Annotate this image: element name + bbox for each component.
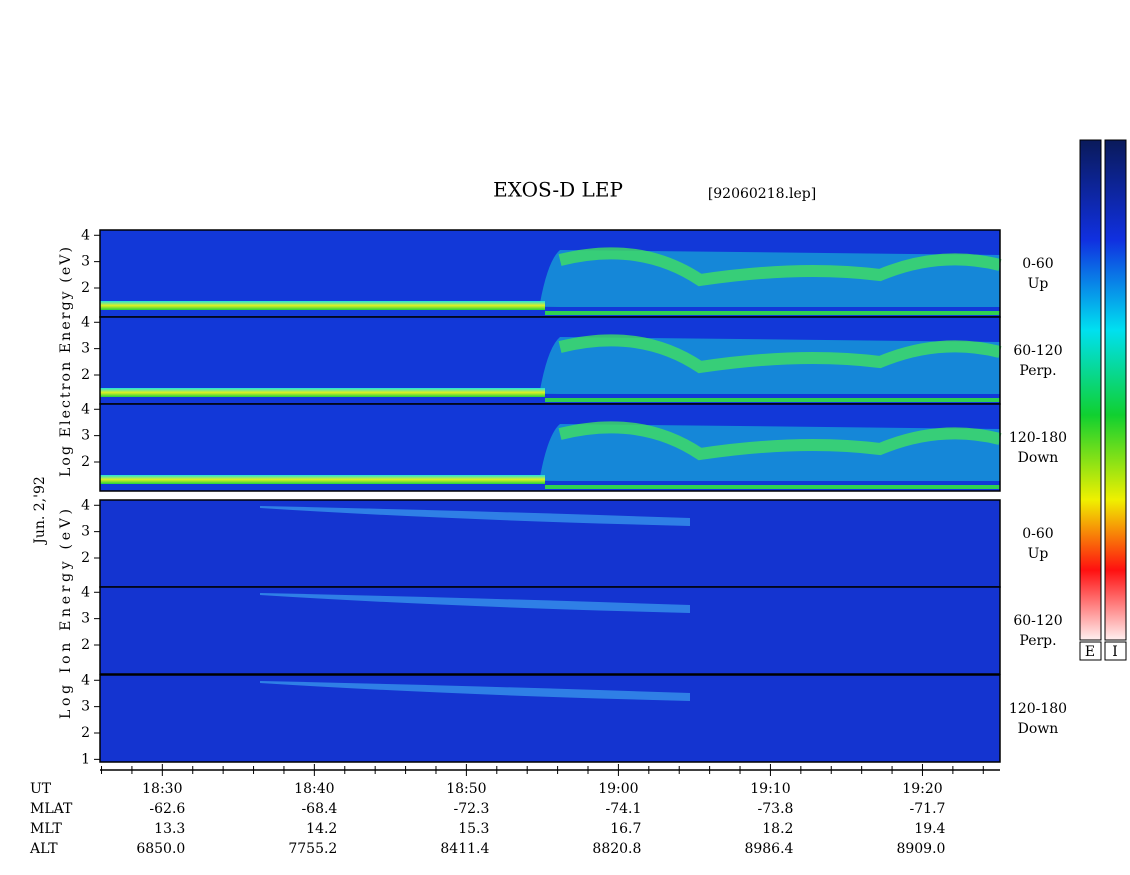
spectrogram-panel — [100, 587, 1000, 674]
spectral-feature — [545, 311, 1000, 315]
spectrogram-panel — [100, 500, 1000, 587]
spectral-feature — [100, 337, 1000, 394]
spectral-feature — [100, 301, 545, 310]
y-tick-label: 2 — [81, 725, 90, 741]
spectral-feature — [260, 506, 690, 526]
spectral-feature — [100, 424, 1000, 481]
table-cell: 8820.8 — [592, 841, 641, 857]
table-cell: -71.7 — [910, 801, 946, 817]
panel-direction-label: Down — [1018, 721, 1059, 737]
table-cell: 7755.2 — [288, 841, 337, 857]
colorbar — [1104, 139, 1127, 641]
spectral-feature — [260, 681, 690, 701]
x-tick-label: 19:00 — [598, 781, 638, 797]
x-tick-label: 19:10 — [750, 781, 790, 797]
y-tick-label: 4 — [81, 227, 90, 243]
panel-angle-label: 120-180 — [1009, 430, 1067, 446]
chart-title: EXOS-D LEP — [493, 178, 623, 202]
panel-frame — [99, 586, 1001, 675]
date-label: Jun. 2,'92 — [32, 476, 48, 546]
panel-frame — [99, 674, 1001, 763]
table-cell: -72.3 — [453, 801, 489, 817]
spectral-feature — [558, 334, 1002, 374]
y-tick-label: 3 — [81, 524, 90, 540]
row-label: MLAT — [30, 801, 73, 817]
y-tick-label: 3 — [81, 428, 90, 444]
panel-frame — [99, 403, 1001, 492]
table-cell: 8411.4 — [440, 841, 489, 857]
table-cell: 8909.0 — [896, 841, 945, 857]
table-cell: -62.6 — [149, 801, 185, 817]
spectral-feature — [260, 593, 690, 613]
y-tick-label: 2 — [81, 637, 90, 653]
table-cell: 13.3 — [154, 821, 185, 837]
panel-direction-label: Perp. — [1019, 633, 1056, 649]
panel-angle-label: 0-60 — [1022, 256, 1053, 272]
spectral-feature — [558, 247, 1002, 287]
table-cell: 6850.0 — [136, 841, 185, 857]
y-tick-label: 3 — [81, 699, 90, 715]
ion-axis-label: Log Ion Energy (eV) — [58, 509, 74, 719]
spectral-feature — [100, 475, 545, 484]
spectral-feature — [100, 250, 1000, 307]
table-cell: 16.7 — [610, 821, 641, 837]
electron-axis-label: Log Electron Energy (eV) — [58, 247, 74, 477]
row-label: MLT — [30, 821, 62, 837]
table-cell: 8986.4 — [744, 841, 793, 857]
row-label: ALT — [29, 841, 58, 857]
spectral-feature — [100, 388, 545, 397]
y-tick-label: 3 — [81, 341, 90, 357]
y-tick-label: 4 — [81, 314, 90, 330]
y-tick-label: 3 — [81, 611, 90, 627]
colorbar-label: I — [1112, 644, 1118, 660]
y-tick-label: 4 — [81, 584, 90, 600]
y-tick-label: 4 — [81, 497, 90, 513]
colorbar-label: E — [1085, 644, 1095, 660]
table-cell: -73.8 — [758, 801, 794, 817]
row-label: UT — [30, 781, 52, 797]
panel-angle-label: 0-60 — [1022, 526, 1053, 542]
panel-direction-label: Perp. — [1019, 363, 1056, 379]
colorbar-label-box — [1079, 641, 1102, 661]
spectral-feature — [545, 398, 1000, 402]
y-tick-label: 4 — [81, 672, 90, 688]
spectral-feature — [545, 485, 1000, 489]
x-tick-label: 18:40 — [294, 781, 334, 797]
y-tick-label: 4 — [81, 401, 90, 417]
y-tick-label: 3 — [81, 254, 90, 270]
panel-direction-label: Down — [1018, 450, 1059, 466]
table-cell: -68.4 — [301, 801, 337, 817]
spectrogram-panel — [100, 675, 1000, 762]
y-tick-label: 2 — [81, 280, 90, 296]
y-tick-label: 2 — [81, 454, 90, 470]
table-cell: 19.4 — [914, 821, 945, 837]
panel-angle-label: 60-120 — [1013, 343, 1062, 359]
panel-angle-label: 60-120 — [1013, 613, 1062, 629]
table-cell: 18.2 — [762, 821, 793, 837]
x-tick-label: 18:50 — [446, 781, 486, 797]
y-tick-label: 2 — [81, 550, 90, 566]
file-label: [92060218.lep] — [708, 186, 816, 202]
spectral-feature — [558, 421, 1002, 461]
panel-direction-label: Up — [1028, 276, 1049, 292]
y-tick-label: 1 — [81, 751, 90, 767]
colorbar — [1079, 139, 1102, 641]
table-cell: 15.3 — [458, 821, 489, 837]
y-tick-label: 2 — [81, 367, 90, 383]
colorbar-label-box — [1104, 641, 1127, 661]
panel-angle-label: 120-180 — [1009, 701, 1067, 717]
panel-direction-label: Up — [1028, 546, 1049, 562]
x-tick-label: 18:30 — [142, 781, 182, 797]
table-cell: -74.1 — [606, 801, 642, 817]
table-cell: 14.2 — [306, 821, 337, 837]
x-tick-label: 19:20 — [902, 781, 942, 797]
